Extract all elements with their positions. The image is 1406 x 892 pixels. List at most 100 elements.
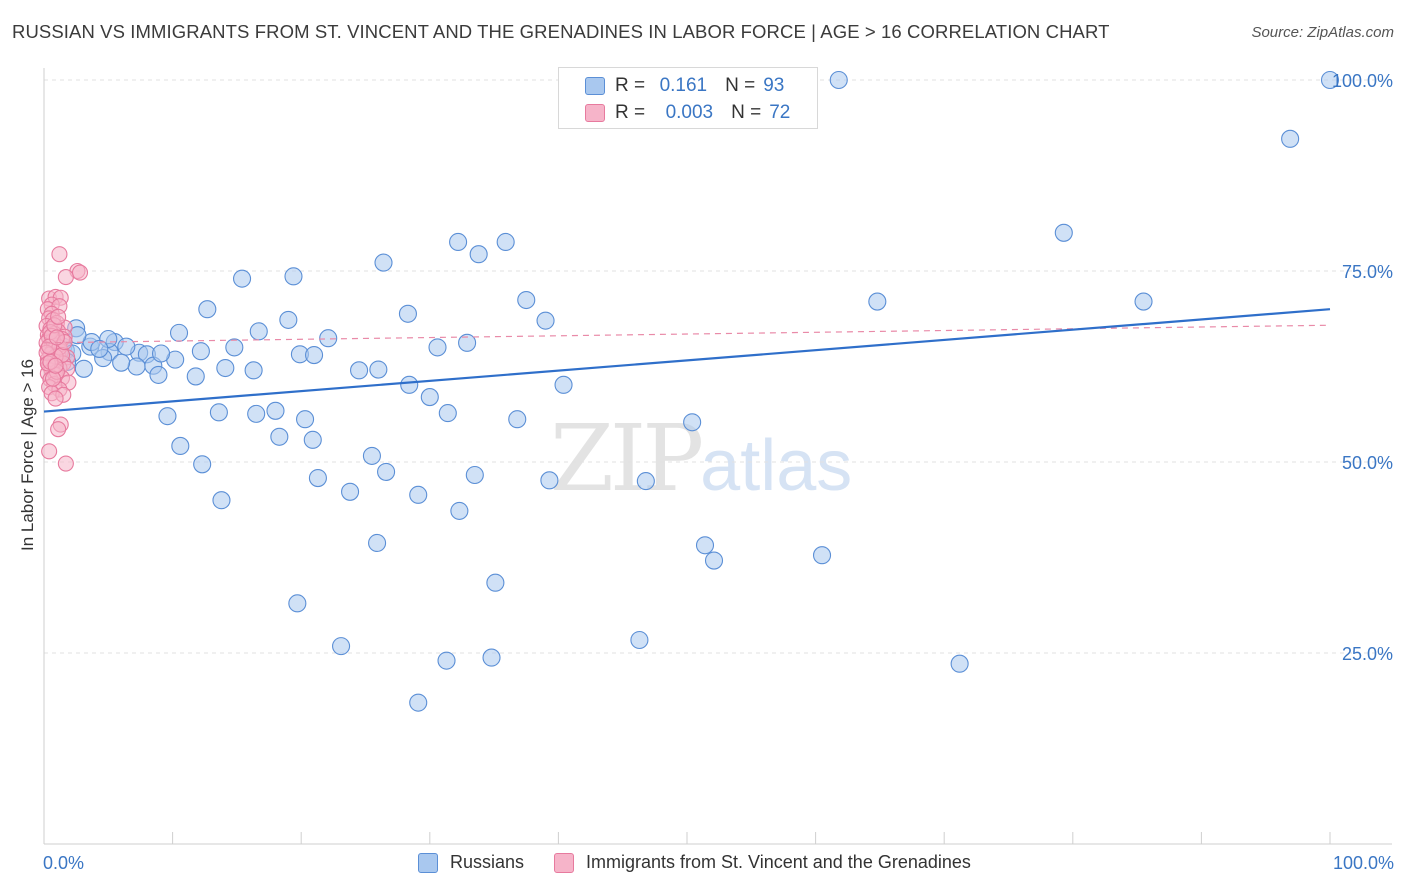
data-point [47, 357, 64, 374]
data-point [225, 338, 244, 357]
data-point [319, 329, 338, 348]
series-legend-label: Russians [450, 852, 525, 872]
y-tick-label: 100.0% [1332, 71, 1393, 91]
legend-r-value: 0.161 [659, 75, 708, 96]
data-point [193, 455, 212, 474]
source-attribution: Source: ZipAtlas.com [1251, 24, 1394, 41]
data-point [186, 367, 205, 386]
data-point [950, 654, 969, 673]
legend-r-value: 0.003 [665, 102, 714, 123]
data-point [296, 410, 315, 429]
data-point [409, 485, 428, 504]
data-point [90, 339, 109, 358]
data-point [57, 455, 74, 472]
svg-immigrants-points [38, 246, 89, 472]
trend-line-russians [43, 308, 1331, 413]
data-point [216, 358, 235, 378]
chart-title: RUSSIAN VS IMMIGRANTS FROM ST. VINCENT A… [12, 21, 1110, 42]
legend-row-russians: R = 0.161 N = 93 [585, 73, 784, 99]
data-point [482, 648, 501, 667]
data-point [630, 630, 649, 650]
y-tick-labels: 25.0% 50.0% 75.0% 100.0% [1332, 71, 1393, 664]
data-point [169, 323, 189, 342]
y-tick-label: 25.0% [1342, 644, 1393, 664]
data-point [149, 365, 168, 384]
data-point [1054, 223, 1073, 242]
data-point [48, 329, 65, 346]
data-point [71, 264, 89, 281]
data-point [41, 443, 58, 460]
data-point [279, 310, 298, 329]
data-point [450, 501, 469, 520]
data-point [44, 370, 62, 387]
data-point [270, 427, 289, 446]
trend-line-immigrants [43, 324, 1331, 344]
data-point [374, 253, 393, 272]
data-point [428, 338, 447, 357]
data-point [212, 491, 231, 510]
legend-n-value: 72 [769, 102, 791, 123]
data-point [308, 468, 327, 488]
data-point [377, 462, 396, 481]
data-point [247, 404, 266, 423]
data-point [465, 465, 484, 485]
data-point [695, 536, 715, 555]
data-point [868, 292, 887, 311]
data-point [458, 333, 477, 352]
data-point [112, 353, 131, 372]
x-tick-label-min: 0.0% [43, 853, 85, 873]
data-point [368, 533, 387, 553]
data-point [449, 232, 468, 252]
y-tick-label: 75.0% [1342, 262, 1393, 282]
data-point [332, 637, 351, 656]
data-point [400, 375, 419, 394]
data-point [57, 269, 74, 286]
data-point [117, 337, 136, 356]
data-point [1320, 70, 1340, 90]
data-point [409, 693, 428, 712]
data-point [284, 267, 303, 286]
data-point [209, 403, 228, 422]
data-point [350, 361, 369, 380]
data-point [636, 472, 655, 491]
data-point [536, 311, 555, 330]
series-swatch-pink [554, 852, 575, 873]
x-tick-label-max: 100.0% [1332, 853, 1394, 873]
data-point [704, 551, 724, 570]
axes [43, 68, 1392, 845]
data-point [341, 482, 360, 501]
data-point [127, 357, 146, 376]
legend-n-value: 93 [763, 75, 785, 96]
data-point [171, 436, 190, 456]
trend-lines [43, 308, 1331, 413]
data-point [829, 70, 848, 90]
data-point [303, 430, 322, 449]
data-point [812, 546, 832, 565]
data-point [1134, 292, 1153, 311]
data-point [369, 360, 388, 379]
series-legend-russians: Russians [418, 852, 524, 873]
data-point [266, 401, 285, 420]
legend-swatch-pink [585, 104, 605, 122]
data-point [683, 413, 702, 432]
data-point [244, 361, 263, 380]
data-point [232, 269, 252, 288]
stats-legend: R = 0.161 N = 93 R = 0.003 N = 72 [558, 67, 818, 129]
data-point [74, 359, 93, 378]
russians-points [50, 70, 1340, 712]
data-point [540, 471, 559, 490]
series-legend-label: Immigrants from St. Vincent and the Gren… [586, 852, 971, 872]
legend-swatch-blue [585, 77, 605, 95]
zipatlas-watermark: ZIPatlas [550, 405, 852, 512]
series-swatch-blue [418, 852, 438, 873]
data-point [437, 651, 456, 670]
data-point [469, 245, 488, 264]
legend-n-label: N = [731, 102, 762, 123]
data-point [305, 345, 324, 365]
data-point [508, 410, 527, 429]
data-point [249, 322, 268, 341]
watermark-atlas: atlas [700, 426, 853, 506]
data-point [398, 304, 417, 323]
data-point [517, 290, 536, 310]
data-point [151, 344, 171, 363]
